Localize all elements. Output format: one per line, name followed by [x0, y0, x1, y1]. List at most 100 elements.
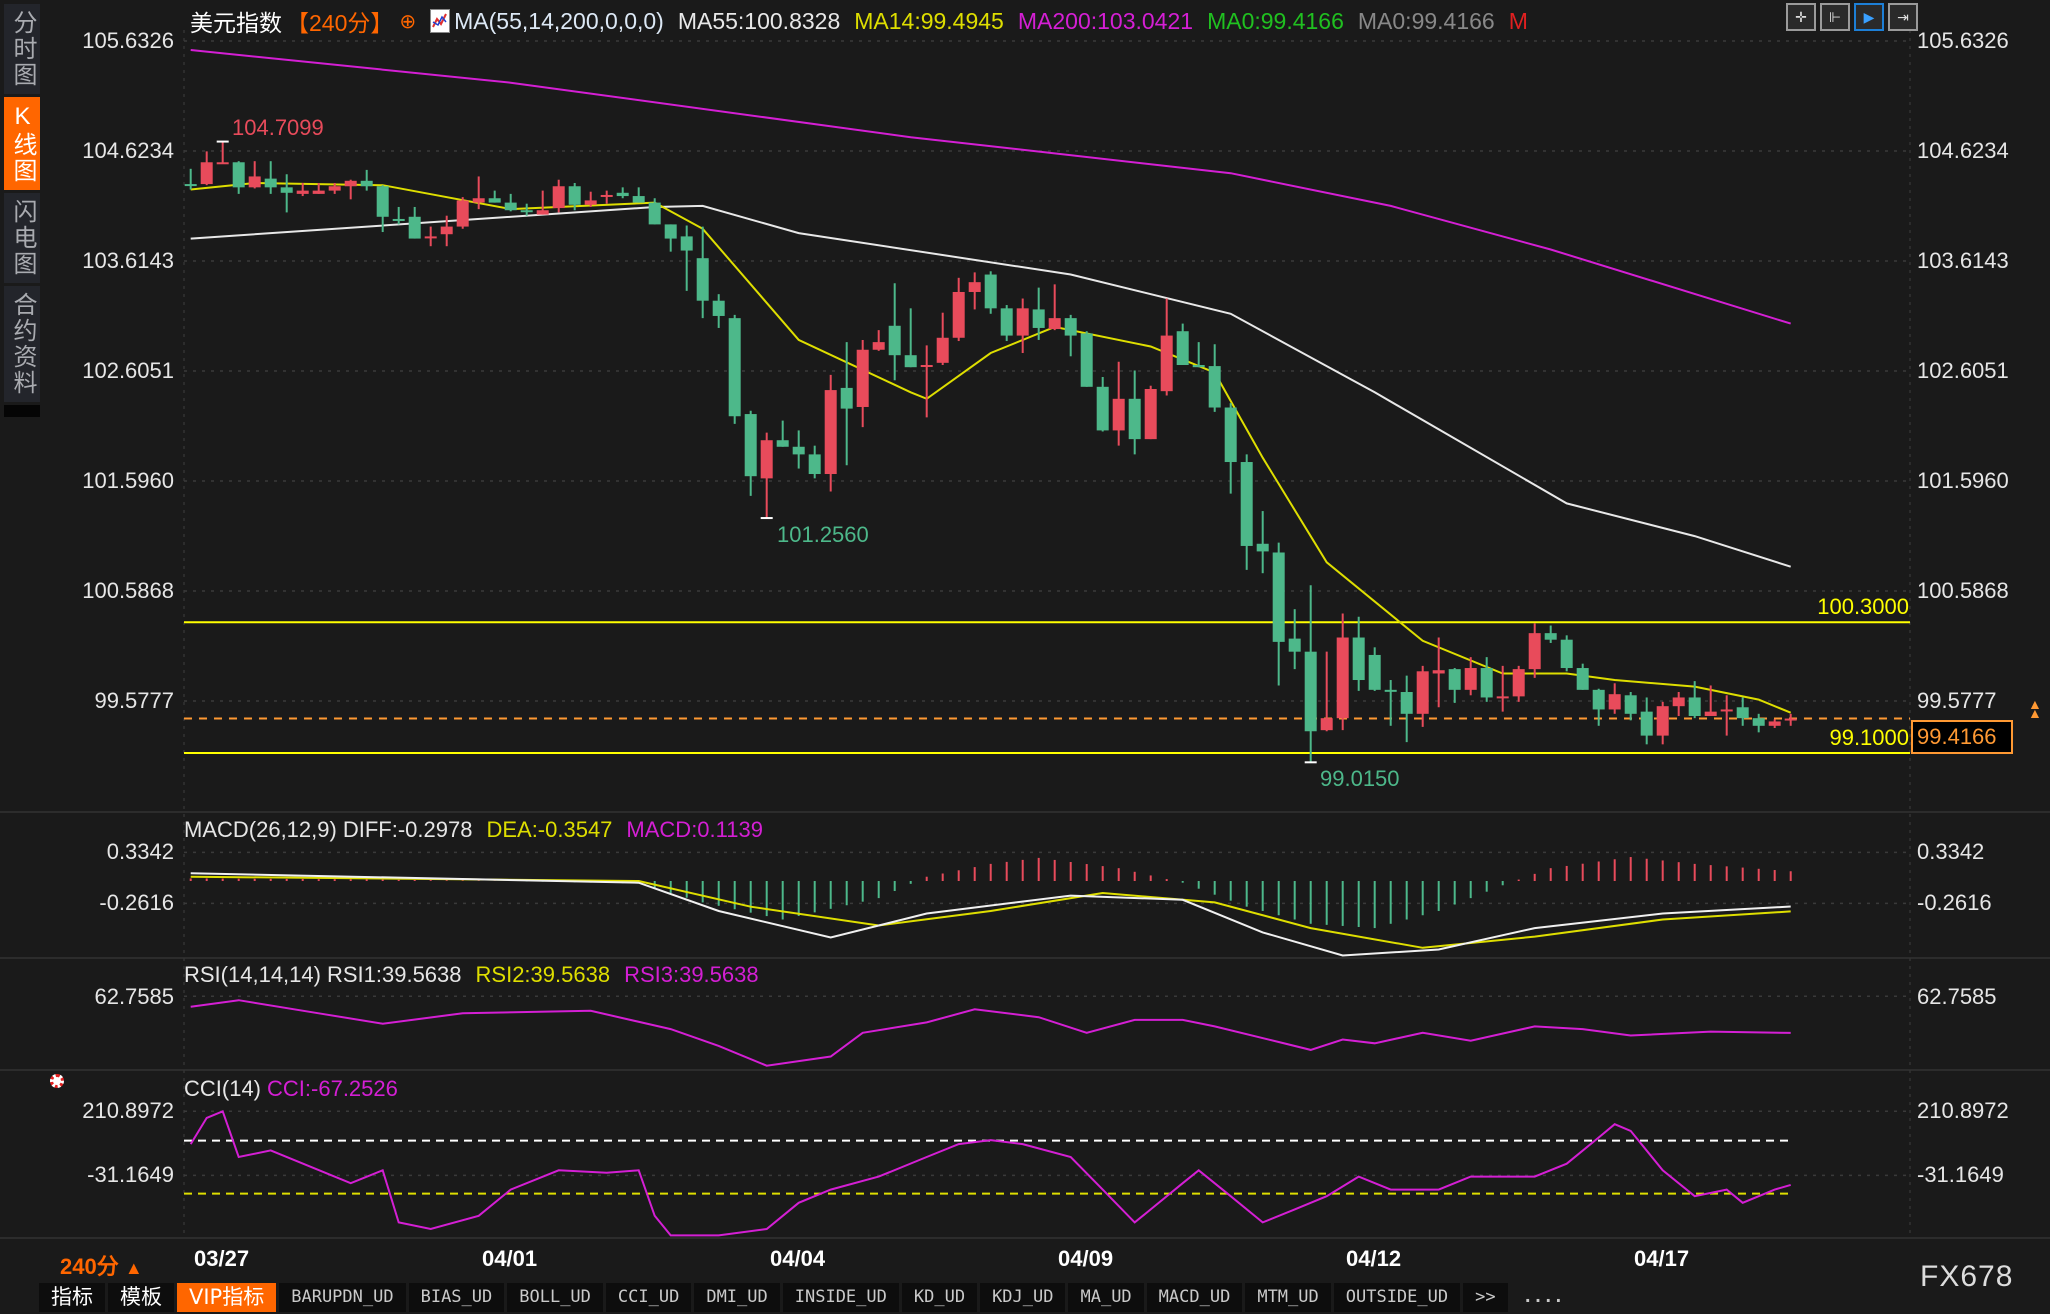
- rsi3-value: RSI3:39.5638: [624, 962, 759, 987]
- tab-kd-ud[interactable]: KD_UD: [901, 1283, 978, 1312]
- tab-barupdn-ud[interactable]: BARUPDN_UD: [279, 1283, 406, 1312]
- tab-ma-ud[interactable]: MA_UD: [1068, 1283, 1144, 1312]
- tab-contract-info[interactable]: 合约资料: [4, 286, 40, 402]
- tab-macd-ud[interactable]: MACD_UD: [1146, 1283, 1243, 1312]
- candle: [808, 454, 821, 475]
- tab-cci-ud[interactable]: CCI_UD: [605, 1283, 692, 1312]
- candle: [1496, 696, 1509, 699]
- candle: [536, 210, 549, 215]
- candle: [1400, 692, 1413, 714]
- candle: [1608, 694, 1621, 710]
- period-selector[interactable]: 240分 ▲: [60, 1249, 143, 1281]
- candle: [1304, 651, 1317, 732]
- date-label: 03/27: [194, 1246, 250, 1271]
- more-tabs-button[interactable]: >>: [1463, 1283, 1508, 1312]
- candle: [1720, 709, 1733, 712]
- candle: [1320, 718, 1333, 731]
- macd-axis-label: -0.2616: [99, 890, 174, 915]
- tab-inside-ud[interactable]: INSIDE_UD: [782, 1283, 899, 1312]
- symbol-name: 美元指数: [190, 10, 282, 36]
- candle: [1112, 398, 1125, 431]
- fit-range-icon[interactable]: ⊩: [1820, 3, 1850, 31]
- candle: [440, 226, 453, 235]
- candle: [1464, 668, 1477, 690]
- chart-type-sidebar: 分时图 K线图 闪电图 合约资料: [4, 4, 40, 417]
- tab-templates[interactable]: 模板: [108, 1283, 174, 1312]
- candle: [584, 200, 597, 205]
- cci-line: [189, 1109, 1791, 1237]
- price-label-right: 99.5777: [1917, 688, 1997, 713]
- tab-outside-ud[interactable]: OUTSIDE_UD: [1333, 1283, 1461, 1312]
- ma0-value-green: MA0:99.4166: [1207, 7, 1344, 34]
- candle: [280, 187, 293, 193]
- ma-indicator-icon[interactable]: [430, 9, 451, 33]
- candle: [1672, 697, 1685, 707]
- candle: [696, 258, 709, 301]
- period-label[interactable]: 【240分】: [286, 10, 394, 36]
- candle: [1352, 637, 1365, 681]
- price-label-right: 104.6234: [1917, 138, 2009, 163]
- date-label: 04/12: [1346, 1246, 1402, 1271]
- macd-diff-line: [190, 872, 1791, 957]
- price-label-right: 102.6051: [1917, 358, 2009, 383]
- tab-bias-ud[interactable]: BIAS_UD: [408, 1283, 505, 1312]
- candle: [936, 337, 949, 363]
- candle: [1368, 654, 1381, 690]
- candle: [968, 282, 981, 292]
- tab-indicators[interactable]: 指标: [39, 1283, 105, 1312]
- candle: [1064, 318, 1077, 336]
- crosshair-circle-icon[interactable]: ⊕: [399, 10, 417, 33]
- candle: [1384, 689, 1397, 692]
- macd-axis-label: 0.3342: [1917, 839, 1985, 864]
- candle: [1128, 398, 1141, 440]
- tab-dmi-ud[interactable]: DMI_UD: [694, 1283, 780, 1312]
- candle: [664, 224, 677, 239]
- rsi-params: RSI(14,14,14): [184, 962, 321, 987]
- expand-arrow-icon[interactable]: ▲ ▲: [2028, 696, 2042, 721]
- candle: [1432, 670, 1445, 674]
- play-forward-icon[interactable]: ▶: [1854, 3, 1884, 31]
- jump-end-icon[interactable]: ⇥: [1888, 3, 1918, 31]
- candle: [888, 325, 901, 356]
- cci-axis-label: -31.1649: [87, 1162, 174, 1187]
- candle: [680, 236, 693, 251]
- candle: [1752, 718, 1765, 726]
- tab-vip-indicators[interactable]: VIP指标: [177, 1283, 277, 1312]
- date-label: 04/04: [770, 1246, 826, 1271]
- candle: [776, 440, 789, 447]
- chart-toolbar: ✛ ⊩ ▶ ⇥: [1786, 3, 1918, 31]
- candle: [552, 186, 565, 209]
- resistance-label: 100.3000: [1817, 594, 1909, 619]
- candle: [1784, 718, 1797, 721]
- candle: [392, 218, 405, 221]
- tab-flash-chart[interactable]: 闪电图: [4, 193, 40, 283]
- candle: [1208, 366, 1221, 408]
- macd-axis-label: -0.2616: [1917, 890, 1992, 915]
- candle: [184, 184, 197, 187]
- candle: [1144, 388, 1157, 440]
- ma14-value: MA14:99.4945: [854, 7, 1004, 34]
- price-label-right: 105.6326: [1917, 28, 2009, 53]
- tab-mtm-ud[interactable]: MTM_UD: [1245, 1283, 1331, 1312]
- candle: [264, 178, 277, 188]
- candle: [856, 349, 869, 407]
- candle: [504, 202, 517, 211]
- tab-time-sharing[interactable]: 分时图: [4, 4, 40, 94]
- crosshair-icon[interactable]: ✛: [1786, 3, 1816, 31]
- overflow-menu-button[interactable]: ....: [1522, 1287, 1564, 1307]
- candle: [984, 274, 997, 309]
- candle: [1288, 638, 1301, 652]
- candle: [1688, 697, 1701, 716]
- tab-boll-ud[interactable]: BOLL_UD: [507, 1283, 603, 1312]
- candle: [408, 216, 421, 239]
- cci-axis-label: 210.8972: [82, 1098, 174, 1123]
- candle: [600, 194, 613, 197]
- tab-kline[interactable]: K线图: [4, 97, 40, 190]
- candle: [376, 186, 389, 217]
- alert-icon[interactable]: [50, 1074, 64, 1088]
- candle: [872, 342, 885, 350]
- ma200-value: MA200:103.0421: [1017, 7, 1194, 34]
- tab-kdj-ud[interactable]: KDJ_UD: [980, 1283, 1066, 1312]
- date-label: 04/09: [1058, 1246, 1114, 1271]
